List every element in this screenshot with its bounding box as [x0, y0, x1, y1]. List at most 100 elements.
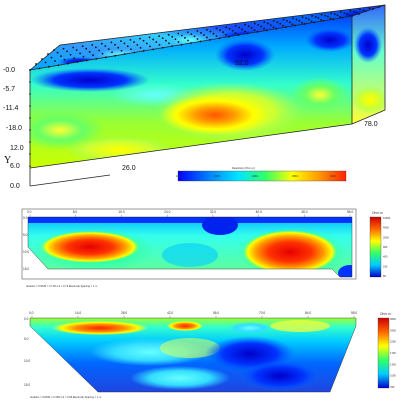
electrode-dot — [305, 17, 307, 19]
electrode-dot — [351, 15, 353, 17]
depth-tick: 10.0 — [23, 250, 29, 254]
y-tick: 0.0 — [10, 183, 20, 190]
electrode-dot — [29, 153, 31, 155]
electrode-dot — [277, 21, 279, 23]
y-tick: 6.0 — [10, 163, 20, 170]
electrode-dot — [29, 129, 31, 131]
electrode-dot — [346, 13, 348, 15]
electrode-dot — [292, 23, 294, 25]
legend-label: 2900 — [390, 328, 396, 332]
electrode-dot — [140, 47, 142, 49]
depth-tick: 0.0 — [24, 317, 29, 321]
electrode-dot — [29, 141, 31, 143]
depth-tick: -5.7 — [3, 86, 15, 93]
electrode-dot — [168, 43, 170, 45]
electrode-dot — [70, 54, 72, 56]
electrode-dot — [127, 45, 129, 47]
electrode-dot — [308, 19, 310, 21]
electrode-dot — [263, 28, 265, 30]
electrode-dot — [334, 13, 336, 15]
section-2-legend: Ohm-m 380029002200170013001000780 — [378, 312, 396, 389]
electrode-dot — [85, 48, 87, 50]
electrode-dot — [92, 54, 94, 56]
electrode-dot — [76, 49, 78, 51]
electrode-dot — [72, 47, 74, 49]
x-tick: 26.0 — [122, 165, 136, 172]
electrode-dot — [372, 8, 374, 10]
electrode-dot — [149, 36, 151, 38]
electrode-dot — [200, 41, 202, 43]
resistivity-3d-model: -0.0 -5.7 -11.4 -18.0 Y 12.0 6.0 0.0 26.… — [0, 0, 400, 200]
electrode-dot — [110, 42, 112, 44]
electrode-dot — [353, 11, 355, 13]
electrode-dot — [330, 12, 332, 14]
electrode-dot — [241, 28, 243, 30]
electrode-dot — [238, 27, 240, 29]
electrode-dot — [349, 10, 351, 12]
legend-label: 10000 — [383, 216, 391, 220]
electrode-dot — [369, 7, 371, 9]
electrode-dot — [320, 19, 322, 21]
electrode-dot — [247, 33, 249, 35]
electrode-dot — [57, 52, 59, 54]
legend-label: 180 — [383, 264, 388, 268]
top-tick: 56.0 — [347, 210, 353, 214]
electrode-dot — [359, 9, 361, 11]
electrode-dot — [323, 20, 325, 22]
electrode-dot — [171, 36, 173, 38]
electrode-dot — [235, 25, 237, 27]
electrode-dot — [102, 53, 104, 55]
electrode-dot — [206, 37, 208, 39]
section-2-depth-ticks: 0.0 5.0 10.0 15.0 — [24, 317, 30, 387]
electrode-dot — [53, 49, 55, 51]
depth-axis: -0.0 -5.7 -11.4 -18.0 — [3, 67, 22, 132]
legend-label: 2000 — [383, 235, 389, 239]
top-tick: 8.0 — [73, 210, 78, 214]
depth-tick: 15.0 — [23, 267, 29, 271]
electrode-dot — [349, 15, 351, 17]
electrode-dot — [257, 24, 259, 26]
electrode-dot — [196, 30, 198, 32]
electrode-dot — [232, 30, 234, 32]
electrode-dot — [95, 58, 97, 60]
electrode-dot — [210, 31, 212, 33]
electrode-dot — [200, 32, 202, 34]
top-tick: 24.0 — [164, 210, 170, 214]
legend-label: 1000 — [390, 374, 396, 378]
colorbar-title: Resistivity (Ohm-m) — [232, 166, 255, 170]
electrode-dot — [143, 40, 145, 42]
electrode-dot — [225, 26, 227, 28]
top-tick: 16.0 — [118, 210, 124, 214]
depth-tick: 15.0 — [24, 383, 30, 387]
electrode-dot — [327, 16, 329, 18]
electrode-dot — [187, 31, 189, 33]
top-tick: 48.0 — [301, 210, 307, 214]
electrode-dot — [324, 15, 326, 17]
electrode-dot — [222, 31, 224, 33]
electrode-dot — [29, 105, 31, 107]
electrode-dot — [321, 14, 323, 16]
side-face — [352, 5, 388, 124]
electrode-dot — [285, 26, 287, 28]
electrode-dot — [181, 44, 183, 46]
electrode-dot — [54, 60, 56, 62]
section-1-legend: Ohm-m 10000 4500 2000 900 400 180 80 — [370, 211, 391, 278]
electrode-dot — [114, 55, 116, 57]
electrode-dot — [139, 38, 141, 40]
top-tick: 98.0 — [351, 311, 357, 315]
top-tick: 0.0 — [27, 210, 32, 214]
electrode-dot — [48, 66, 50, 68]
electrode-dot — [229, 28, 231, 30]
electrode-dot — [29, 93, 31, 95]
electrode-dot — [152, 48, 154, 50]
electrode-dot — [76, 61, 78, 63]
electrode-dot — [283, 19, 285, 21]
electrode-dot — [304, 23, 306, 25]
electrode-dot — [104, 45, 106, 47]
electrode-dot — [101, 43, 103, 45]
section-2-top-ticks: 0.0 14.0 28.0 42.0 56.0 70.0 84.0 98.0 — [29, 311, 357, 318]
electrode-dot — [136, 44, 138, 46]
electrode-dot — [45, 62, 47, 64]
electrode-dot — [332, 18, 334, 20]
electrode-dot — [29, 165, 31, 167]
